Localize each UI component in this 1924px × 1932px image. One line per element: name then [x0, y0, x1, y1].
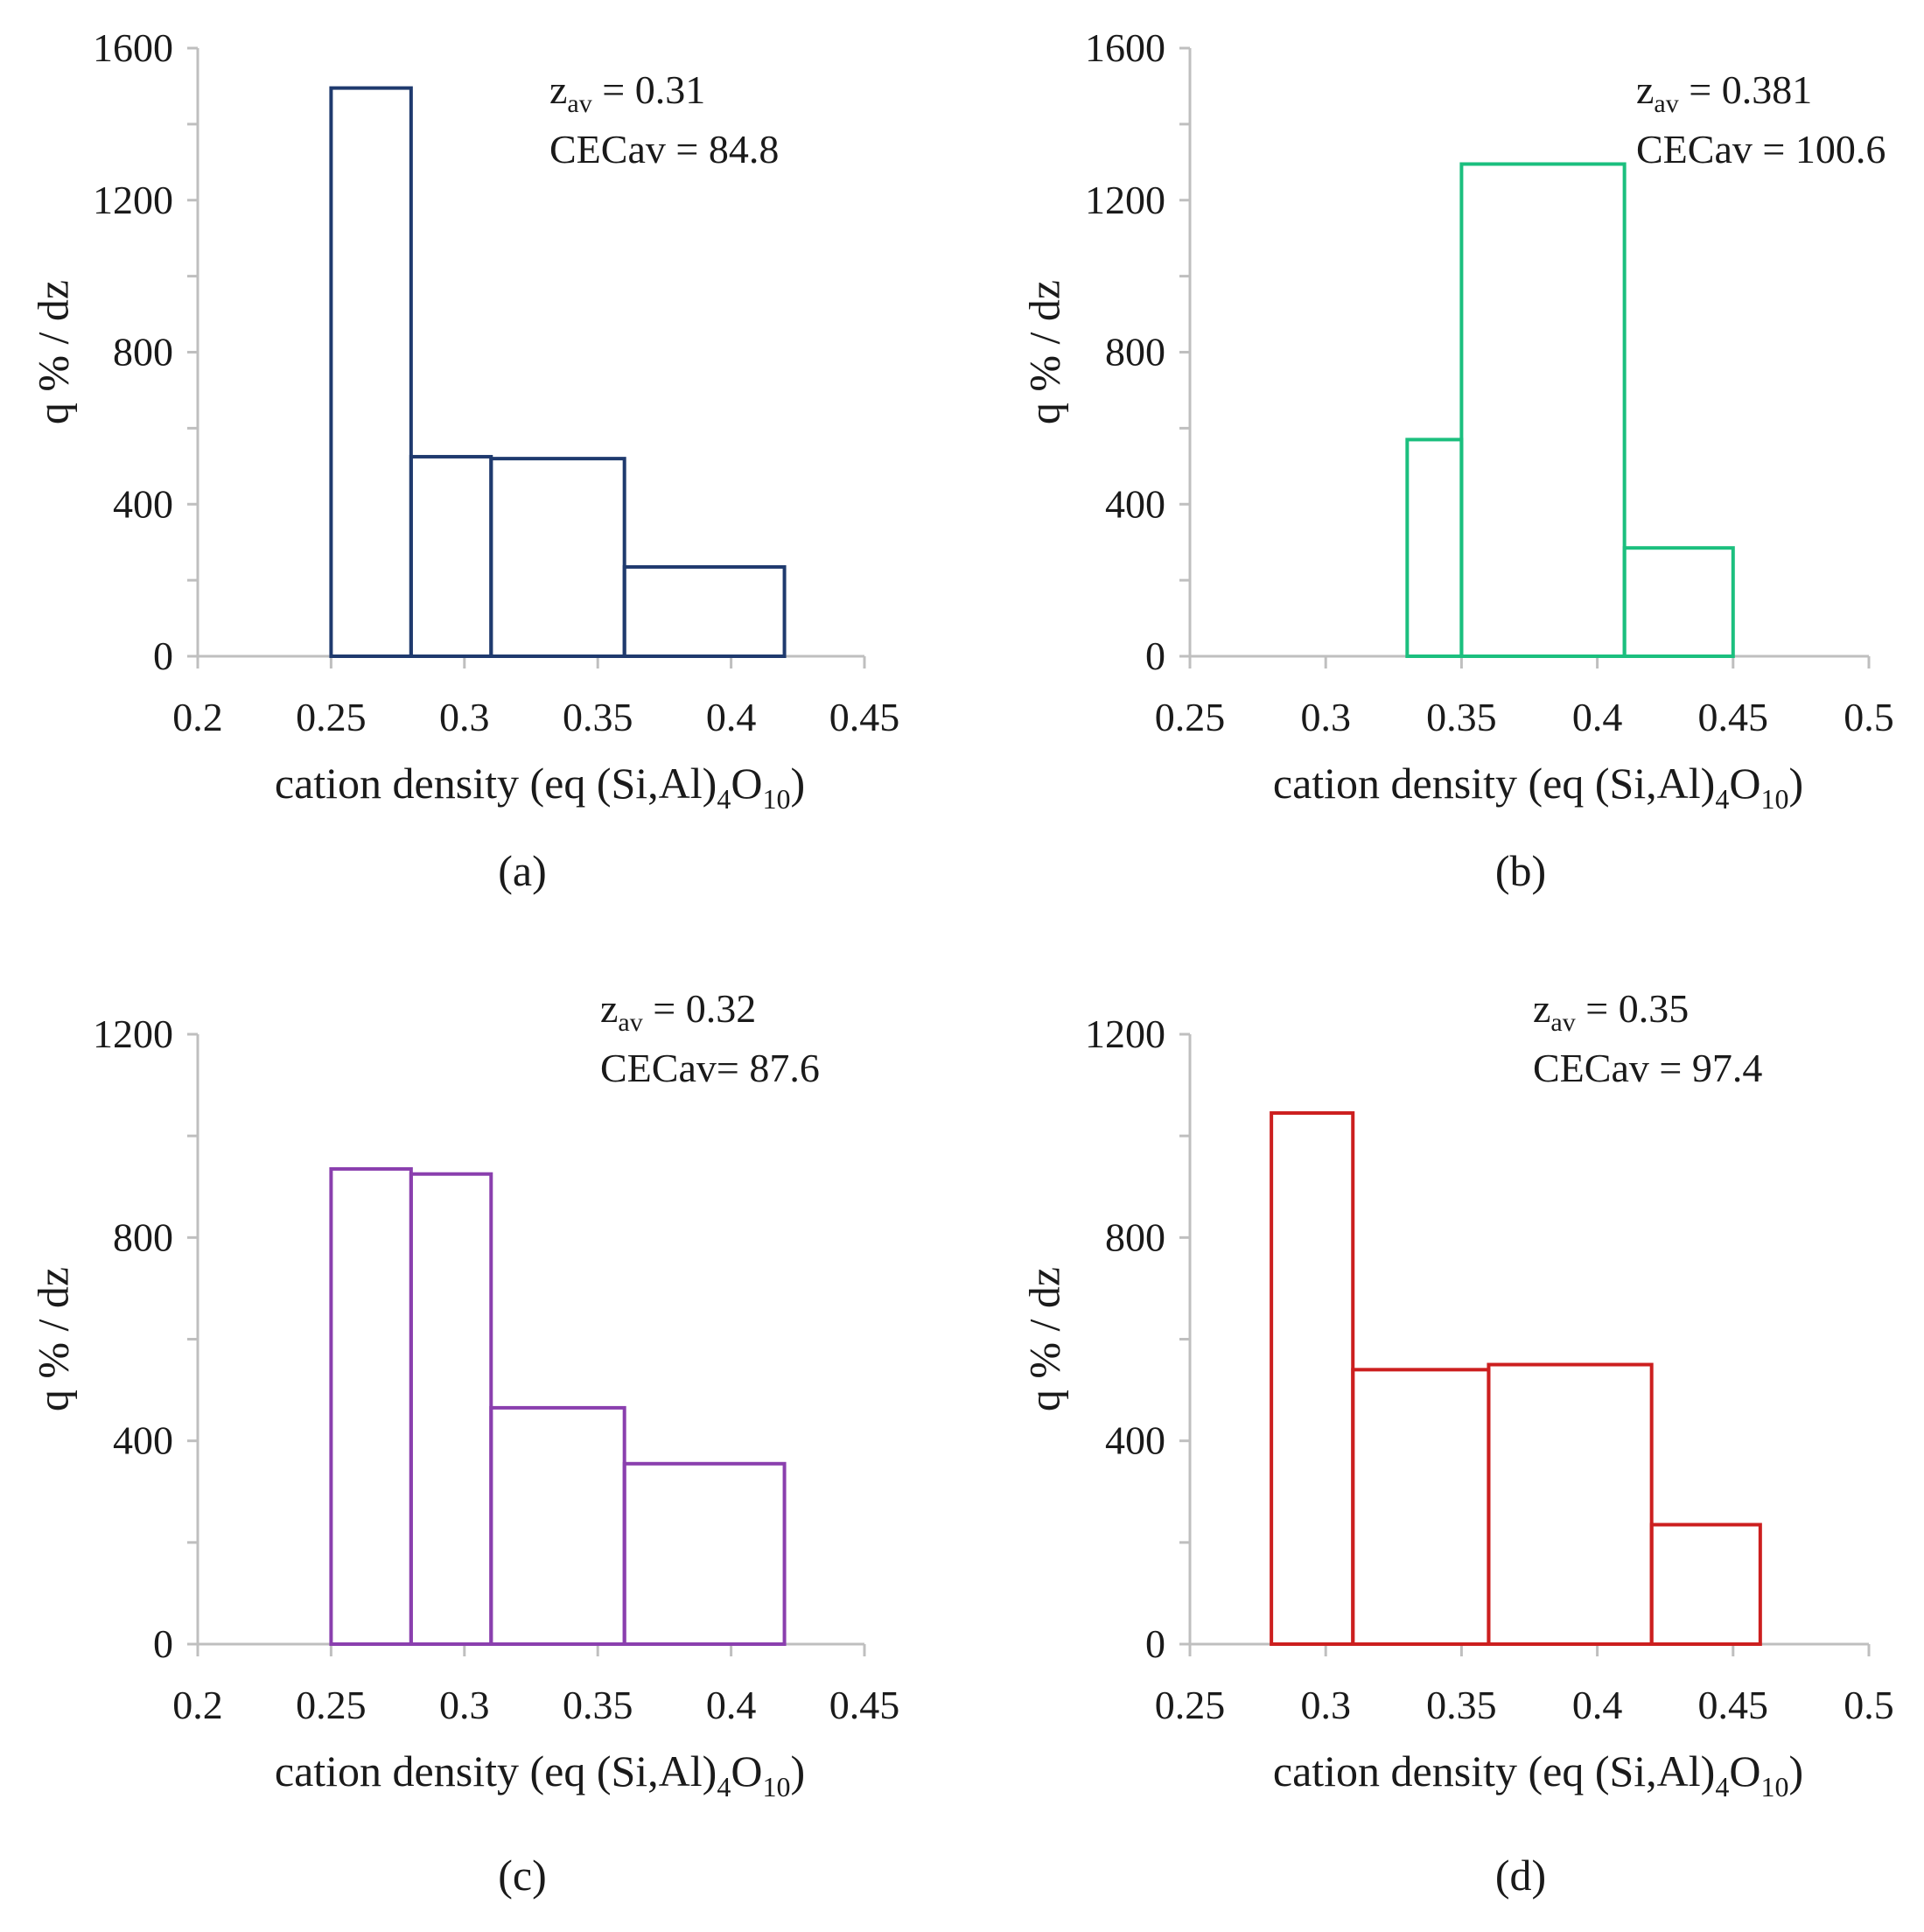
y-tick-label: 800 [113, 330, 173, 374]
y-tick-label: 1200 [93, 1012, 173, 1056]
x-tick-label: 0.4 [706, 1683, 757, 1727]
x-axis-title: cation density (eq (Si,Al)4O10) [1273, 1746, 1803, 1802]
x-tick-label: 0.25 [1155, 1683, 1226, 1727]
chart-panel-a: 0 400 800 1200 1600 0.2 0.25 0.3 0.35 0.4 0.45 q % … [29, 25, 900, 895]
y-tick-label: 400 [113, 481, 173, 526]
y-tick-label: 0 [153, 634, 173, 678]
y-axis-title: q % / dz [29, 1267, 78, 1411]
x-tick-label: 0.3 [439, 695, 490, 739]
histogram-bar [622, 564, 787, 658]
x-tick-label: 0.2 [172, 695, 223, 739]
histogram-bar [1649, 1522, 1762, 1646]
y-tick-label: 400 [113, 1418, 173, 1463]
cec-average-annotation: CECav = 97.4 [1533, 1046, 1762, 1090]
x-tick-label: 0.4 [1572, 695, 1623, 739]
x-tick-label: 0.4 [706, 695, 757, 739]
y-axis-title: q % / dz [1020, 1267, 1069, 1411]
y-tick-label: 400 [1105, 1418, 1165, 1463]
histogram-bar [329, 1166, 413, 1646]
x-tick-label: 0.3 [1300, 695, 1351, 739]
x-tick-label: 0.5 [1844, 1683, 1894, 1727]
y-axis-title: q % / dz [1020, 280, 1069, 424]
histogram-bar [1487, 1362, 1654, 1646]
z-average-annotation: zav = 0.32 [600, 986, 756, 1037]
histogram-bar [622, 1461, 787, 1647]
chart-panel-b: 0 400 800 1200 1600 0.25 0.3 0.35 0.4 0.45 0.5 q % … [1020, 25, 1894, 895]
histogram-bar [329, 86, 413, 658]
x-tick-label: 0.25 [1155, 695, 1226, 739]
y-tick-label: 1200 [1085, 178, 1165, 222]
x-tick-label: 0.45 [1698, 1683, 1769, 1727]
x-tick-label: 0.2 [172, 1683, 223, 1727]
histogram-bar [1459, 162, 1627, 658]
y-tick-label: 0 [1145, 634, 1165, 678]
y-tick-label: 800 [1105, 330, 1165, 374]
histogram-bar [1622, 546, 1735, 658]
y-tick-label: 0 [153, 1621, 173, 1666]
y-axis-title: q % / dz [29, 280, 78, 424]
histogram-bar [1270, 1111, 1355, 1646]
x-tick-label: 0.35 [1426, 695, 1497, 739]
z-average-annotation: zav = 0.31 [549, 67, 705, 118]
x-tick-label: 0.5 [1844, 695, 1894, 739]
x-tick-label: 0.35 [563, 695, 633, 739]
histogram-bar [489, 1405, 626, 1646]
x-tick-label: 0.25 [296, 695, 367, 739]
panel-label: (c) [498, 1851, 547, 1900]
y-tick-label: 800 [113, 1214, 173, 1259]
histogram-bar [1405, 438, 1464, 658]
x-tick-label: 0.35 [1426, 1683, 1497, 1727]
chart-panel-d: 0 400 800 1200 0.25 0.3 0.35 0.4 0.45 0.5 q % / dz… [1020, 986, 1894, 1900]
x-tick-label: 0.25 [296, 1683, 367, 1727]
z-average-annotation: zav = 0.381 [1636, 67, 1812, 118]
histogram-bar [489, 457, 626, 658]
y-tick-label: 0 [1145, 1621, 1165, 1666]
histogram-bar [1351, 1368, 1491, 1646]
chart-panel-c: 0 400 800 1200 0.2 0.25 0.3 0.35 0.4 0.45 q % / dz… [29, 986, 900, 1900]
z-average-annotation: zav = 0.35 [1533, 986, 1689, 1037]
panel-label: (a) [498, 846, 547, 895]
cec-average-annotation: CECav = 84.8 [549, 127, 779, 172]
y-tick-label: 1600 [1085, 25, 1165, 70]
panel-label: (d) [1495, 1851, 1546, 1900]
x-tick-label: 0.45 [829, 1683, 900, 1727]
x-axis-title: cation density (eq (Si,Al)4O10) [275, 1746, 805, 1802]
cec-average-annotation: CECav = 100.6 [1636, 127, 1886, 172]
y-tick-label: 400 [1105, 481, 1165, 526]
x-tick-label: 0.45 [829, 695, 900, 739]
x-tick-label: 0.4 [1572, 1683, 1623, 1727]
cec-average-annotation: CECav= 87.6 [600, 1046, 820, 1090]
x-tick-label: 0.3 [1300, 1683, 1351, 1727]
x-tick-label: 0.35 [563, 1683, 633, 1727]
y-tick-label: 1600 [93, 25, 173, 70]
panel-label: (b) [1495, 846, 1546, 895]
y-tick-label: 1200 [93, 178, 173, 222]
histogram-bar [409, 454, 493, 658]
x-axis-title: cation density (eq (Si,Al)4O10) [1273, 759, 1803, 815]
x-axis-title: cation density (eq (Si,Al)4O10) [275, 759, 805, 815]
histogram-bar [409, 1172, 493, 1646]
y-tick-label: 1200 [1085, 1012, 1165, 1056]
y-tick-label: 800 [1105, 1214, 1165, 1259]
x-tick-label: 0.3 [439, 1683, 490, 1727]
x-tick-label: 0.45 [1698, 695, 1769, 739]
